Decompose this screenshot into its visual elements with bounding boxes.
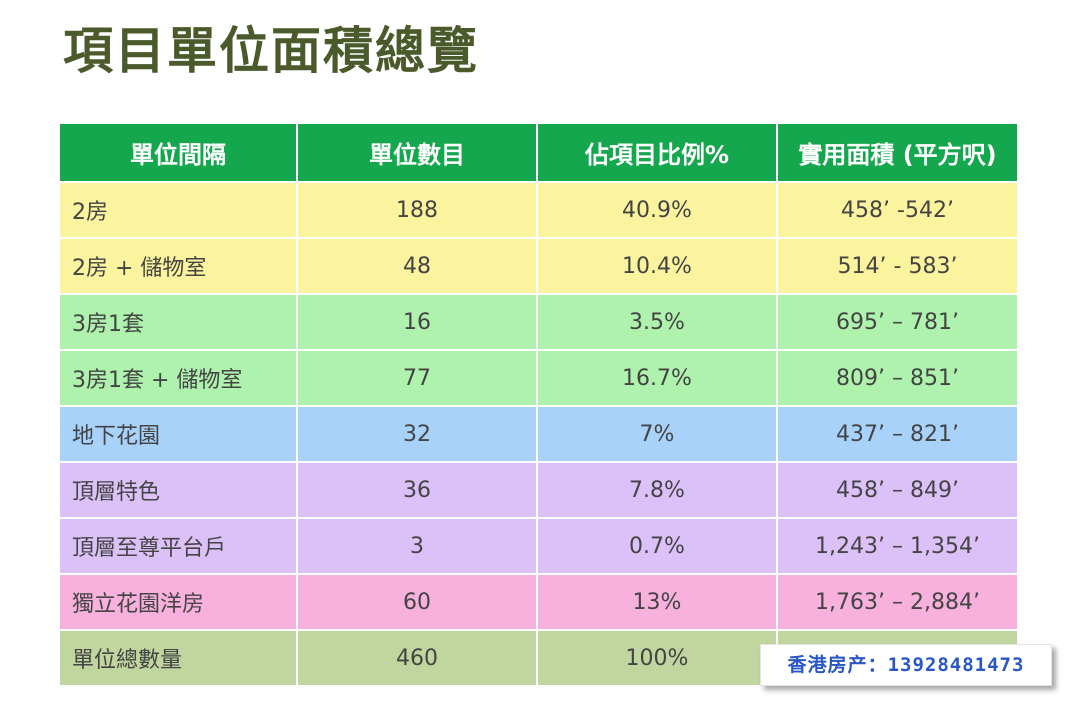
unit-count-cell: 32 — [298, 407, 536, 461]
unit-count-cell: 36 — [298, 463, 536, 517]
table-row: 頂層特色 36 7.8% 458’ – 849’ — [60, 463, 1017, 517]
page-title: 項目單位面積總覽 — [63, 22, 479, 80]
unit-count-cell: 16 — [298, 295, 536, 349]
table-row: 3房1套 16 3.5% 695’ – 781’ — [60, 295, 1017, 349]
unit-count-cell: 60 — [298, 575, 536, 629]
area-cell: 695’ – 781’ — [778, 295, 1017, 349]
area-cell: 1,763’ – 2,884’ — [778, 575, 1017, 629]
contact-watermark: 香港房产：13928481473 — [760, 644, 1052, 686]
area-cell: 437’ – 821’ — [778, 407, 1017, 461]
share-cell: 0.7% — [538, 519, 776, 573]
header-share: 佔項目比例% — [538, 124, 776, 181]
table-row: 2房 + 儲物室 48 10.4% 514’ - 583’ — [60, 239, 1017, 293]
table-row: 地下花園 32 7% 437’ – 821’ — [60, 407, 1017, 461]
unit-count-cell: 460 — [298, 631, 536, 685]
area-cell: 809’ – 851’ — [778, 351, 1017, 405]
unit-count-cell: 48 — [298, 239, 536, 293]
share-cell: 7% — [538, 407, 776, 461]
area-cell: 1,243’ – 1,354’ — [778, 519, 1017, 573]
share-cell: 100% — [538, 631, 776, 685]
unit-type-cell: 頂層至尊平台戶 — [60, 519, 296, 573]
unit-area-table: 單位間隔 單位數目 佔項目比例% 實用面積 (平方呎) 2房 188 40.9%… — [58, 122, 1019, 687]
unit-type-cell: 地下花園 — [60, 407, 296, 461]
area-cell: 458’ – 849’ — [778, 463, 1017, 517]
table-row: 2房 188 40.9% 458’ -542’ — [60, 183, 1017, 237]
share-cell: 16.7% — [538, 351, 776, 405]
share-cell: 40.9% — [538, 183, 776, 237]
unit-type-cell: 3房1套 + 儲物室 — [60, 351, 296, 405]
share-cell: 7.8% — [538, 463, 776, 517]
table-row: 3房1套 + 儲物室 77 16.7% 809’ – 851’ — [60, 351, 1017, 405]
unit-type-cell: 2房 — [60, 183, 296, 237]
unit-count-cell: 3 — [298, 519, 536, 573]
header-area: 實用面積 (平方呎) — [778, 124, 1017, 181]
unit-type-cell: 2房 + 儲物室 — [60, 239, 296, 293]
unit-count-cell: 188 — [298, 183, 536, 237]
header-unit-count: 單位數目 — [298, 124, 536, 181]
area-cell: 458’ -542’ — [778, 183, 1017, 237]
area-cell: 514’ - 583’ — [778, 239, 1017, 293]
header-row: 單位間隔 單位數目 佔項目比例% 實用面積 (平方呎) — [60, 124, 1017, 181]
unit-type-cell: 頂層特色 — [60, 463, 296, 517]
unit-count-cell: 77 — [298, 351, 536, 405]
share-cell: 10.4% — [538, 239, 776, 293]
share-cell: 3.5% — [538, 295, 776, 349]
table-row: 獨立花園洋房 60 13% 1,763’ – 2,884’ — [60, 575, 1017, 629]
table-row-total: 單位總數量 460 100% — [60, 631, 1017, 685]
table-row: 頂層至尊平台戶 3 0.7% 1,243’ – 1,354’ — [60, 519, 1017, 573]
unit-type-cell: 獨立花園洋房 — [60, 575, 296, 629]
unit-type-cell: 單位總數量 — [60, 631, 296, 685]
unit-type-cell: 3房1套 — [60, 295, 296, 349]
header-unit-type: 單位間隔 — [60, 124, 296, 181]
share-cell: 13% — [538, 575, 776, 629]
